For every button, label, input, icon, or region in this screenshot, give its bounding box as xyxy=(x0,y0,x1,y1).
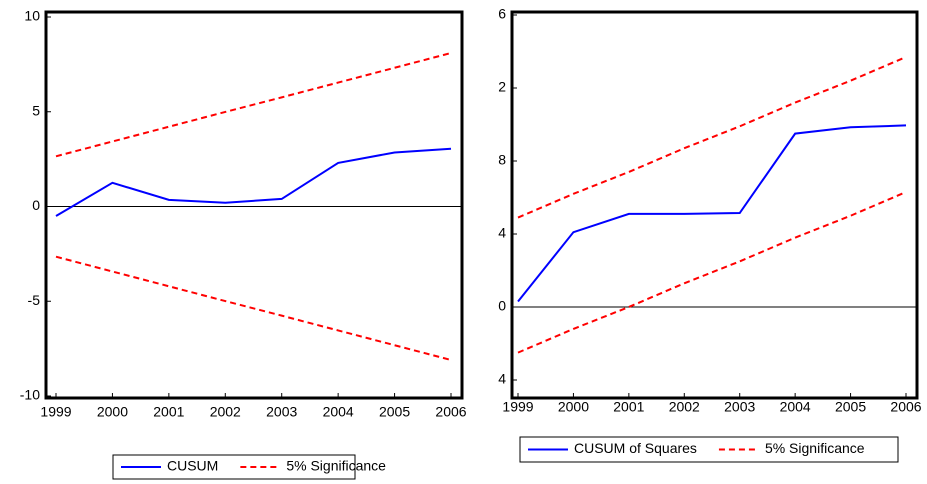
y-tick-label: 0 xyxy=(32,197,40,213)
series-line xyxy=(55,147,452,217)
y-tick-label: 6 xyxy=(498,6,506,22)
series-line xyxy=(517,56,907,219)
y-tick-label: -5 xyxy=(28,292,41,308)
series-line xyxy=(55,255,452,361)
x-tick-label: 2000 xyxy=(558,399,589,415)
legend-label: 5% Significance xyxy=(765,440,865,456)
y-tick-label: 5 xyxy=(32,102,40,118)
y-tick-label: 8 xyxy=(498,152,506,168)
x-tick-label: 2006 xyxy=(890,399,921,415)
x-tick-label: 2001 xyxy=(613,399,644,415)
plot-frame xyxy=(510,10,919,400)
y-tick-label: 0 xyxy=(498,298,506,314)
legend-box xyxy=(519,436,899,463)
x-tick-label: 2004 xyxy=(780,399,811,415)
series-line xyxy=(517,191,907,354)
legend-label: CUSUM xyxy=(167,458,218,474)
x-tick-label: 2006 xyxy=(435,404,466,420)
x-tick-label: 2005 xyxy=(835,399,866,415)
x-tick-label: 2000 xyxy=(97,404,128,420)
x-tick-label: 2002 xyxy=(210,404,241,420)
x-tick-label: 2002 xyxy=(669,399,700,415)
y-tick-label: 10 xyxy=(24,8,40,24)
x-tick-label: 2003 xyxy=(724,399,755,415)
x-tick-label: 2004 xyxy=(323,404,354,420)
y-tick-label: -10 xyxy=(20,387,40,403)
y-tick-label: 4 xyxy=(498,371,506,387)
x-tick-label: 1999 xyxy=(40,404,71,420)
legend-label: 5% Significance xyxy=(286,458,386,474)
x-tick-label: 1999 xyxy=(502,399,533,415)
series-line xyxy=(517,124,907,303)
y-tick-label: 4 xyxy=(498,225,506,241)
x-tick-label: 2005 xyxy=(379,404,410,420)
x-tick-label: 2001 xyxy=(153,404,184,420)
legend-label: CUSUM of Squares xyxy=(574,440,697,456)
series-line xyxy=(55,52,452,158)
y-tick-label: 2 xyxy=(498,79,506,95)
x-tick-label: 2003 xyxy=(266,404,297,420)
plot-frame xyxy=(44,10,464,400)
